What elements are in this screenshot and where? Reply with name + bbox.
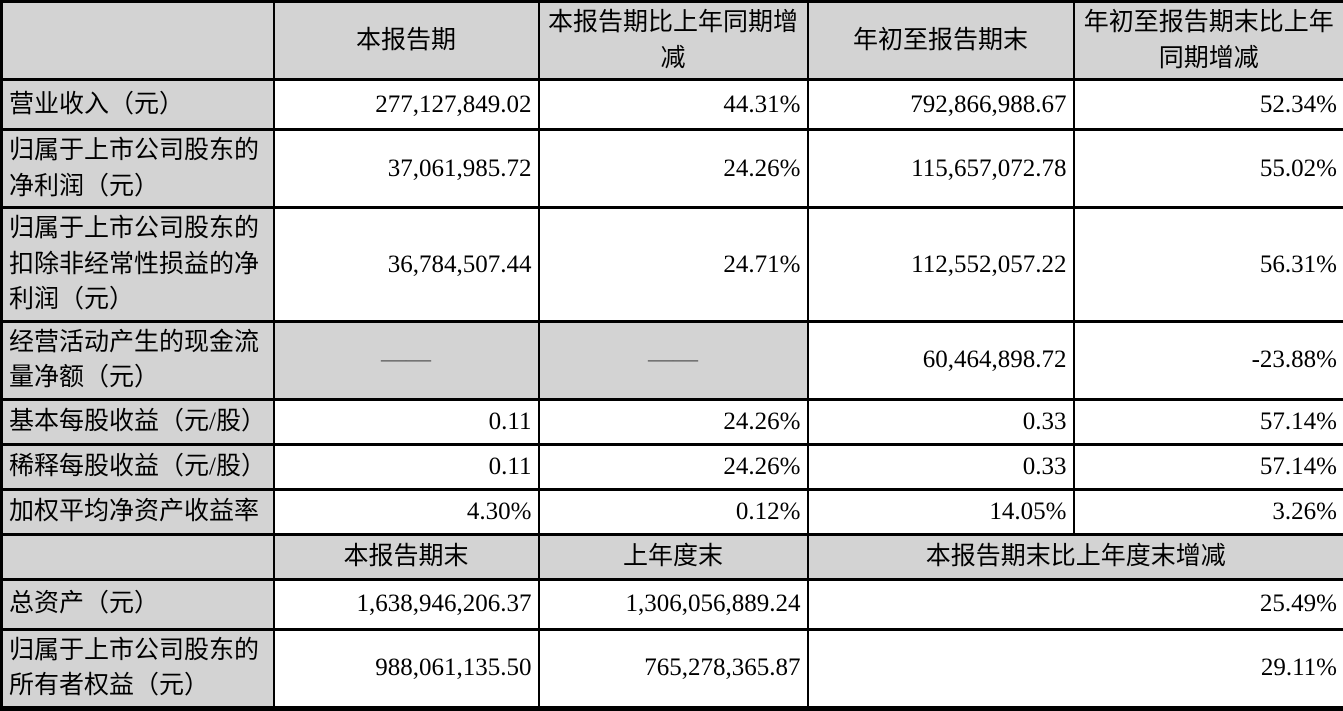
operating-cash-flow-ytd: 60,464,898.72: [808, 321, 1074, 399]
net-profit-excl-ytd-yoy-change: 56.31%: [1074, 208, 1343, 322]
weighted-avg-roe-current-period: 4.30%: [274, 489, 539, 534]
metric-label-total-assets: 总资产（元）: [2, 579, 274, 629]
table-header-period-row: 本报告期 本报告期比上年同期增减 年初至报告期末 年初至报告期末比上年同期增减: [2, 2, 1343, 80]
metric-label-basic-eps: 基本每股收益（元/股）: [2, 399, 274, 444]
table-row-net-profit: 归属于上市公司股东的净利润（元） 37,061,985.72 24.26% 11…: [2, 130, 1343, 208]
metric-label-diluted-eps: 稀释每股收益（元/股）: [2, 444, 274, 489]
diluted-eps-yoy-change: 24.26%: [539, 444, 808, 489]
header-empty-cell: [2, 2, 274, 80]
owners-equity-prior-year-end: 765,278,365.87: [539, 629, 808, 708]
header-year-to-date-yoy-change: 年初至报告期末比上年同期增减: [1074, 2, 1343, 80]
weighted-avg-roe-ytd: 14.05%: [808, 489, 1074, 534]
basic-eps-ytd: 0.33: [808, 399, 1074, 444]
operating-cash-flow-yoy-change-dash: ——: [539, 321, 808, 399]
operating-revenue-ytd-yoy-change: 52.34%: [1074, 80, 1343, 130]
metric-label-operating-revenue: 营业收入（元）: [2, 80, 274, 130]
weighted-avg-roe-ytd-yoy-change: 3.26%: [1074, 489, 1343, 534]
header-current-period-end: 本报告期末: [274, 534, 539, 579]
metric-label-net-profit-excl-nonrecurring: 归属于上市公司股东的扣除非经常性损益的净利润（元）: [2, 208, 274, 322]
metric-label-operating-cash-flow: 经营活动产生的现金流量净额（元）: [2, 321, 274, 399]
header-year-to-date: 年初至报告期末: [808, 2, 1074, 80]
net-profit-yoy-change: 24.26%: [539, 130, 808, 208]
net-profit-excl-current-period: 36,784,507.44: [274, 208, 539, 322]
diluted-eps-ytd-yoy-change: 57.14%: [1074, 444, 1343, 489]
operating-revenue-yoy-change: 44.31%: [539, 80, 808, 130]
header-period-end-vs-prior-year-end-change: 本报告期末比上年度末增减: [808, 534, 1343, 579]
diluted-eps-current-period: 0.11: [274, 444, 539, 489]
basic-eps-current-period: 0.11: [274, 399, 539, 444]
total-assets-change: 25.49%: [808, 579, 1343, 629]
basic-eps-ytd-yoy-change: 57.14%: [1074, 399, 1343, 444]
metric-label-net-profit: 归属于上市公司股东的净利润（元）: [2, 130, 274, 208]
diluted-eps-ytd: 0.33: [808, 444, 1074, 489]
net-profit-excl-yoy-change: 24.71%: [539, 208, 808, 322]
table-row-operating-revenue: 营业收入（元） 277,127,849.02 44.31% 792,866,98…: [2, 80, 1343, 130]
table-row-basic-eps: 基本每股收益（元/股） 0.11 24.26% 0.33 57.14%: [2, 399, 1343, 444]
table-header-period-end-row: 本报告期末 上年度末 本报告期末比上年度末增减: [2, 534, 1343, 579]
metric-label-weighted-avg-roe: 加权平均净资产收益率: [2, 489, 274, 534]
header-current-period: 本报告期: [274, 2, 539, 80]
table-row-diluted-eps: 稀释每股收益（元/股） 0.11 24.26% 0.33 57.14%: [2, 444, 1343, 489]
net-profit-current-period: 37,061,985.72: [274, 130, 539, 208]
weighted-avg-roe-yoy-change: 0.12%: [539, 489, 808, 534]
table-row-net-profit-excl-nonrecurring: 归属于上市公司股东的扣除非经常性损益的净利润（元） 36,784,507.44 …: [2, 208, 1343, 322]
operating-cash-flow-ytd-yoy-change: -23.88%: [1074, 321, 1343, 399]
header2-empty-cell: [2, 534, 274, 579]
metric-label-owners-equity: 归属于上市公司股东的所有者权益（元）: [2, 629, 274, 708]
owners-equity-current-period-end: 988,061,135.50: [274, 629, 539, 708]
table-row-total-assets: 总资产（元） 1,638,946,206.37 1,306,056,889.24…: [2, 579, 1343, 629]
net-profit-ytd-yoy-change: 55.02%: [1074, 130, 1343, 208]
total-assets-current-period-end: 1,638,946,206.37: [274, 579, 539, 629]
operating-cash-flow-current-period-dash: ——: [274, 321, 539, 399]
net-profit-excl-ytd: 112,552,057.22: [808, 208, 1074, 322]
basic-eps-yoy-change: 24.26%: [539, 399, 808, 444]
table-row-weighted-avg-roe: 加权平均净资产收益率 4.30% 0.12% 14.05% 3.26%: [2, 489, 1343, 534]
header-prior-year-end: 上年度末: [539, 534, 808, 579]
operating-revenue-ytd: 792,866,988.67: [808, 80, 1074, 130]
operating-revenue-current-period: 277,127,849.02: [274, 80, 539, 130]
net-profit-ytd: 115,657,072.78: [808, 130, 1074, 208]
header-current-period-yoy-change: 本报告期比上年同期增减: [539, 2, 808, 80]
table-row-operating-cash-flow: 经营活动产生的现金流量净额（元） —— —— 60,464,898.72 -23…: [2, 321, 1343, 399]
owners-equity-change: 29.11%: [808, 629, 1343, 708]
total-assets-prior-year-end: 1,306,056,889.24: [539, 579, 808, 629]
table-row-owners-equity: 归属于上市公司股东的所有者权益（元） 988,061,135.50 765,27…: [2, 629, 1343, 708]
